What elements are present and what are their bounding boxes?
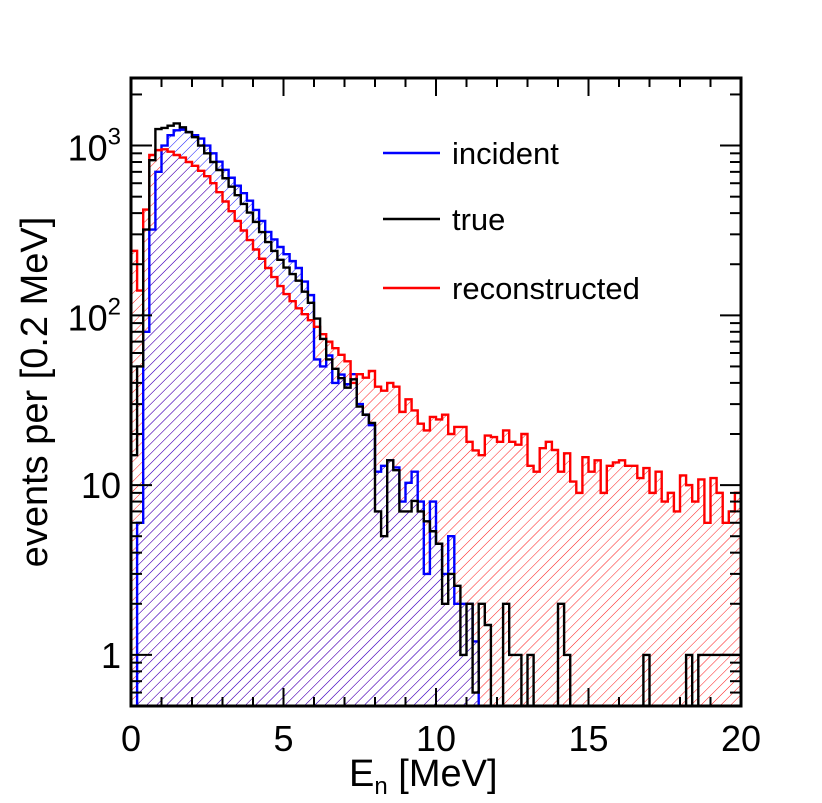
y-tick-label-base: 10 xyxy=(68,128,108,169)
incident-hatch-fill xyxy=(137,129,479,706)
legend-label-true: true xyxy=(452,202,505,237)
x-axis-title-unit: [MeV] xyxy=(398,753,497,795)
legend-label-reconstructed: reconstructed xyxy=(452,271,640,306)
legend-item-true: true xyxy=(383,202,505,237)
y-tick-label-exponent: 3 xyxy=(108,124,121,151)
x-tick-label: 10 xyxy=(416,718,456,759)
y-tick-label: 103 xyxy=(68,124,121,169)
svg-text:En [MeV]: En [MeV] xyxy=(349,753,498,800)
y-tick-label-base: 10 xyxy=(68,297,108,338)
legend: incident true reconstructed xyxy=(383,136,640,306)
y-tick-label: 1 xyxy=(101,635,121,676)
y-tick-label: 102 xyxy=(68,293,121,338)
y-tick-label: 10 xyxy=(81,465,121,506)
x-tick-label: 5 xyxy=(273,718,293,759)
x-axis-title-subscript: n xyxy=(374,773,387,800)
x-tick-label: 15 xyxy=(568,718,608,759)
x-tick-label: 20 xyxy=(721,718,761,759)
y-tick-label-exponent: 2 xyxy=(108,293,121,320)
true-histogram-line xyxy=(131,122,741,706)
legend-item-incident: incident xyxy=(383,136,559,171)
reconstructed-histogram-line xyxy=(131,148,741,706)
x-tick-label: 0 xyxy=(121,718,141,759)
x-axis-title-symbol: E xyxy=(349,753,374,795)
legend-label-incident: incident xyxy=(452,136,559,171)
legend-item-reconstructed: reconstructed xyxy=(383,271,640,306)
y-axis-title: events per [0.2 MeV] xyxy=(14,217,56,568)
x-axis-ticks: 0 5 10 15 20 xyxy=(121,78,761,759)
plot-area xyxy=(131,122,741,706)
x-axis-title: En [MeV] xyxy=(349,753,498,800)
